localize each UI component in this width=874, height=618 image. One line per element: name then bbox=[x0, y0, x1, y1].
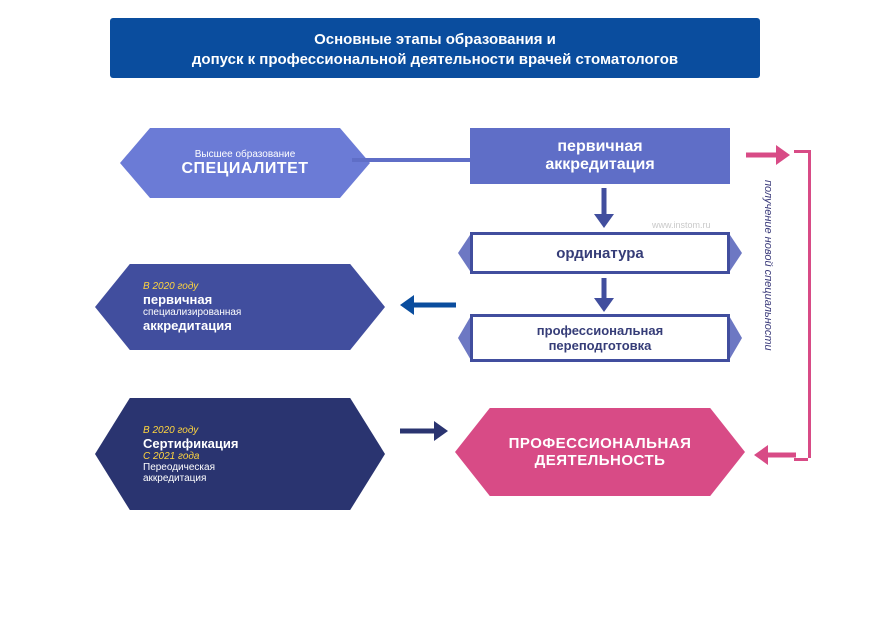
primary-l2: аккредитация bbox=[545, 156, 654, 174]
hex-accred-2020: В 2020 году первичная специализированная… bbox=[95, 264, 385, 350]
hex-specialitet: Высшее образование СПЕЦИАЛИТЕТ bbox=[120, 128, 370, 198]
arrow-down-1 bbox=[594, 188, 614, 228]
cert-l1: Сертификация bbox=[143, 436, 238, 451]
arrow-left-1 bbox=[400, 292, 456, 318]
cert-l3: аккредитация bbox=[143, 473, 206, 484]
box-prof-activity: ПРОФЕССИОНАЛЬНАЯ ДЕЯТЕЛЬНОСТЬ bbox=[455, 408, 745, 496]
prof-l1: ПРОФЕССИОНАЛЬНАЯ bbox=[509, 435, 692, 452]
accred-l3: аккредитация bbox=[143, 318, 232, 333]
accred-l1: первичная bbox=[143, 292, 212, 307]
arrow-down-2 bbox=[594, 278, 614, 312]
ordinatura-strip-right bbox=[728, 232, 742, 274]
box-ordinatura: ординатура bbox=[470, 232, 730, 274]
bracket-bottom bbox=[794, 458, 808, 461]
arrow-right-1 bbox=[400, 418, 448, 444]
accred-year: В 2020 году bbox=[143, 281, 198, 292]
title-text: Основные этапы образования идопуск к про… bbox=[192, 31, 678, 68]
ordinatura-text: ординатура bbox=[556, 245, 643, 262]
cert-year1: В 2020 году bbox=[143, 425, 198, 436]
arrow-right-pink bbox=[746, 142, 790, 168]
box-primary-accred: первичная аккредитация bbox=[470, 128, 730, 184]
watermark: www.instom.ru bbox=[652, 220, 711, 230]
cert-l2: Переодическая bbox=[143, 462, 215, 473]
arrow-left-pink bbox=[754, 442, 796, 468]
bracket-top bbox=[794, 150, 808, 153]
specialitet-sub: Высшее образование bbox=[195, 149, 296, 160]
accred-l2: специализированная bbox=[143, 307, 241, 318]
retraining-l2: переподготовка bbox=[537, 338, 663, 353]
bracket-vertical bbox=[808, 150, 811, 458]
side-label: получение новой специальности bbox=[762, 180, 774, 351]
retraining-strip-right bbox=[728, 314, 742, 362]
specialitet-main: СПЕЦИАЛИТЕТ bbox=[181, 160, 308, 178]
prof-l2: ДЕЯТЕЛЬНОСТЬ bbox=[535, 452, 666, 469]
connector-line bbox=[352, 158, 472, 162]
hex-certification: В 2020 году Сертификация С 2021 года Пер… bbox=[95, 398, 385, 510]
primary-l1: первичная bbox=[545, 138, 654, 156]
cert-year2: С 2021 года bbox=[143, 451, 200, 462]
box-retraining: профессиональная переподготовка bbox=[470, 314, 730, 362]
retraining-l1: профессиональная bbox=[537, 323, 663, 338]
title-bar: Основные этапы образования идопуск к про… bbox=[110, 18, 760, 78]
